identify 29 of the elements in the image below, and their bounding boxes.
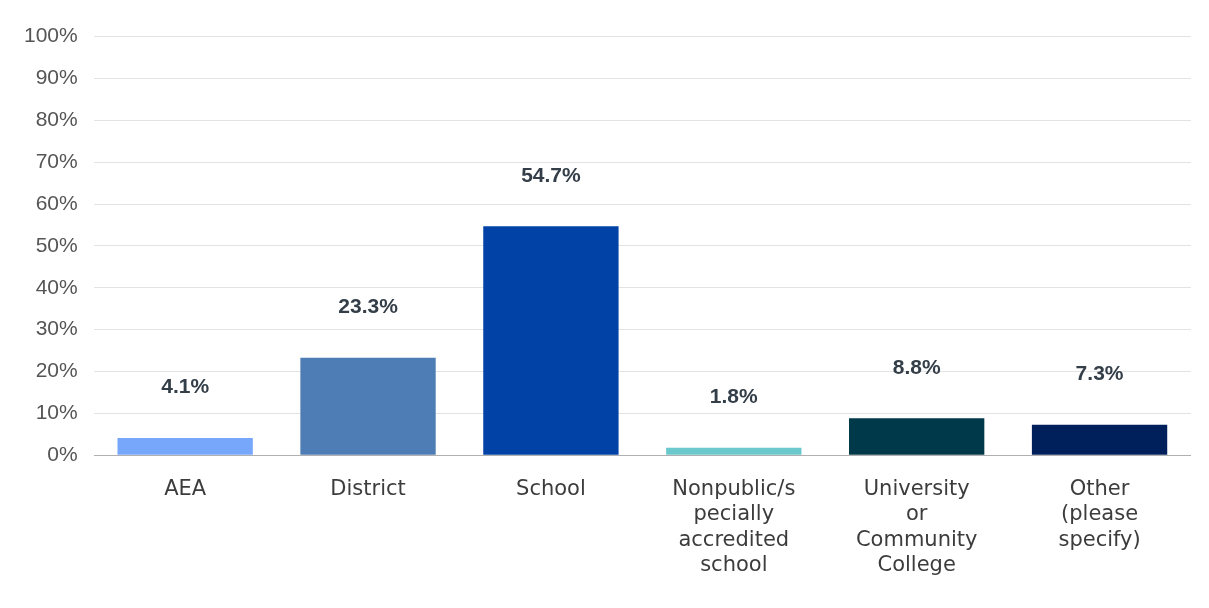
bar xyxy=(849,418,985,455)
data-label: 23.3% xyxy=(338,293,399,317)
y-tick-label: 100% xyxy=(23,23,78,47)
bar xyxy=(1031,424,1168,455)
x-tick-label: School xyxy=(516,476,586,501)
y-tick-label: 60% xyxy=(35,190,78,214)
data-label: 1.8% xyxy=(709,383,759,407)
data-label: 7.3% xyxy=(1075,360,1124,384)
bar xyxy=(483,226,619,455)
bar xyxy=(117,438,253,455)
y-tick-label: 80% xyxy=(35,107,78,131)
y-tick-label: 10% xyxy=(35,400,78,424)
x-tick-label: AEA xyxy=(164,476,207,501)
y-tick-label: 20% xyxy=(35,358,78,382)
y-tick-label: 50% xyxy=(35,232,78,256)
x-tick-label: Other (please specify) xyxy=(1058,476,1141,551)
data-label: 8.8% xyxy=(892,354,941,378)
y-tick-label: 30% xyxy=(35,316,78,340)
bar xyxy=(300,357,436,455)
x-tick-label: University or Community College xyxy=(855,476,978,576)
y-tick-label: 40% xyxy=(35,274,78,298)
y-tick-label: 70% xyxy=(35,148,78,172)
y-tick-label: 90% xyxy=(35,65,78,89)
data-label: 54.7% xyxy=(521,162,582,186)
bar xyxy=(666,447,802,455)
x-tick-label: District xyxy=(330,476,406,501)
data-label: 4.1% xyxy=(161,374,210,398)
y-tick-label: 0% xyxy=(47,442,78,465)
x-tick-label: Nonpublic/specially accredited school xyxy=(672,476,796,576)
